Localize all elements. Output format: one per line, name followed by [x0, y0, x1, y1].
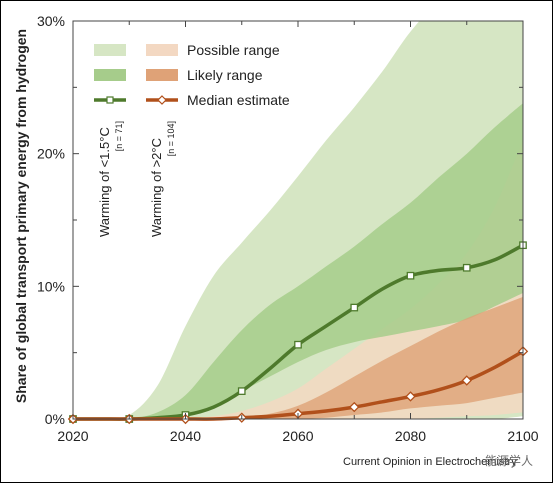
cool-median-swatch-marker [106, 96, 114, 104]
legend-column-cool: Warming of <1.5°C [n = 71] [97, 121, 124, 237]
cool-median-point [462, 263, 471, 272]
warm-likely-range [73, 296, 523, 419]
x-tick-label: 2020 [57, 428, 88, 444]
watermark-text: 能源学人 [485, 453, 533, 468]
warm-median-point [405, 391, 416, 402]
legend-column-label: Warming of <1.5°C [97, 127, 112, 237]
chart-areas [73, 21, 523, 419]
legend-label-possible: Possible range [187, 42, 280, 58]
cool-median-point [237, 387, 246, 395]
y-tick-label: 30% [37, 13, 65, 29]
journal-credit: Current Opinion in Electrochemistry [343, 456, 517, 468]
legend-label-median: Median estimate [187, 92, 290, 108]
legend-label-likely: Likely range [187, 67, 263, 83]
cool-median-point [294, 340, 302, 349]
warm-median-point [461, 375, 472, 386]
warm-likely-swatch [146, 69, 178, 81]
chart-axes: 2020 2040 2060 2080 2100 0% 10% 20% 30% [37, 13, 539, 444]
y-tick-label: 0% [45, 411, 65, 427]
x-tick-label: 2040 [170, 428, 201, 444]
y-tick-label: 10% [37, 278, 65, 294]
warm-median-point [349, 401, 360, 413]
cool-median-point [406, 271, 415, 280]
warm-median-swatch-marker [157, 95, 167, 105]
y-axis-label: Share of global transport primary energy… [13, 29, 29, 403]
legend-column-count: [n = 71] [114, 121, 124, 151]
cool-possible-swatch [94, 44, 126, 56]
legend-column-count: [n = 104] [166, 121, 176, 156]
x-tick-label: 2080 [395, 428, 426, 444]
cool-likely-range [73, 103, 523, 419]
y-tick-label: 20% [37, 146, 65, 162]
legend-column-label: Warming of >2°C [149, 138, 164, 237]
cool-likely-swatch [94, 69, 126, 81]
chart-legend: Possible range Likely range Median estimat… [94, 42, 290, 237]
x-tick-label: 2060 [282, 428, 313, 444]
warm-possible-swatch [146, 44, 178, 56]
x-tick-label: 2100 [507, 428, 538, 444]
cool-median-point [350, 303, 359, 312]
legend-column-warm: Warming of >2°C [n = 104] [149, 121, 176, 237]
